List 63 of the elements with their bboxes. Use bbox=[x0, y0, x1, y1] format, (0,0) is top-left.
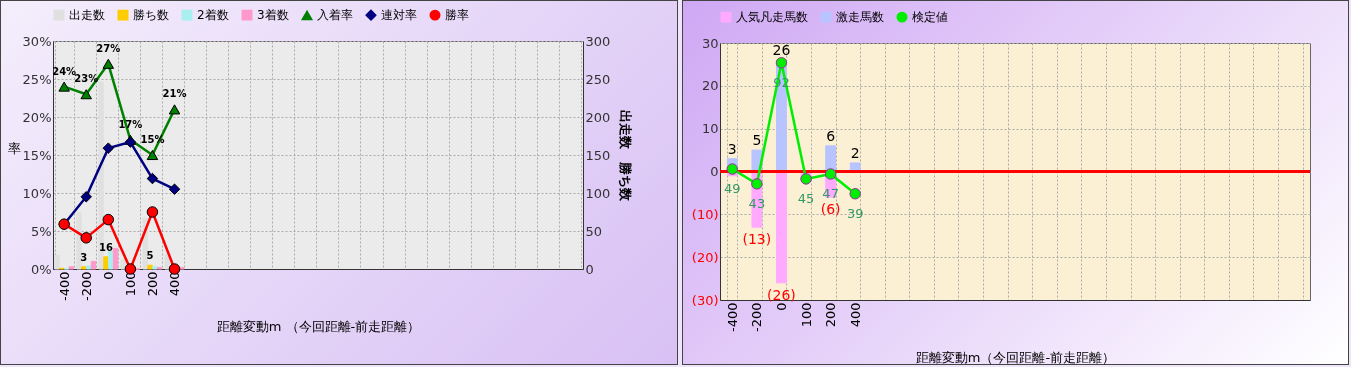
data-label: 26 bbox=[772, 42, 791, 59]
legend-label: 人気凡走馬数 bbox=[736, 10, 808, 25]
y-tick-label: 0 bbox=[710, 164, 719, 179]
y2-axis-title: 出走数 勝ち数 bbox=[618, 110, 634, 202]
x-tick-label: -200 bbox=[78, 271, 94, 302]
data-label: (13) bbox=[742, 231, 772, 248]
x-tick-label: 0 bbox=[773, 302, 789, 311]
y2-tick-label: 150 bbox=[585, 147, 611, 163]
y-axis-title: 率 bbox=[8, 140, 22, 156]
legend-label: 入着率 bbox=[317, 8, 353, 23]
y-tick-label: 20 bbox=[701, 78, 719, 94]
legend-label: 2着数 bbox=[197, 8, 229, 23]
legend-label: 勝率 bbox=[445, 8, 469, 23]
data-label: 43 bbox=[748, 195, 766, 211]
y2-tick-label: 250 bbox=[585, 71, 611, 87]
data-label: 49 bbox=[724, 181, 741, 197]
legend-label: 連対率 bbox=[381, 8, 417, 23]
x-tick-label: -400 bbox=[724, 302, 740, 333]
y-tick-label: 5% bbox=[30, 223, 52, 239]
y-tick-label: 0% bbox=[30, 261, 52, 277]
y-tick-label: (30) bbox=[691, 292, 719, 308]
y2-tick-label: 200 bbox=[585, 109, 611, 125]
x-tick-label: -400 bbox=[56, 271, 72, 302]
data-label: 5 bbox=[752, 132, 762, 149]
x-tick-label: 200 bbox=[823, 302, 839, 328]
x-axis-title: 距離変動m （今回距離-前走距離） bbox=[216, 319, 421, 334]
y-tick-label: 15% bbox=[22, 147, 52, 163]
data-label: 5 bbox=[146, 250, 154, 262]
data-label: 21% bbox=[162, 88, 187, 100]
y-tick-label: 10 bbox=[701, 121, 719, 137]
legend-label: 出走数 bbox=[69, 8, 105, 23]
x-tick-label: 0 bbox=[100, 271, 116, 280]
data-label: 3 bbox=[727, 140, 737, 157]
data-label: 6 bbox=[826, 127, 836, 144]
y2-tick-label: 100 bbox=[585, 185, 611, 201]
data-label: 2 bbox=[850, 144, 860, 161]
x-tick-label: -200 bbox=[749, 302, 765, 333]
y-tick-label: (20) bbox=[691, 249, 719, 265]
data-label: (6) bbox=[820, 201, 841, 218]
y-tick-label: 30% bbox=[22, 33, 52, 49]
legend-label: 激走馬数 bbox=[836, 10, 884, 25]
legend-label: 勝ち数 bbox=[133, 8, 169, 23]
x-tick-label: 100 bbox=[798, 302, 814, 328]
legend-label: 3着数 bbox=[257, 8, 289, 23]
y2-tick-label: 50 bbox=[585, 223, 603, 239]
data-label: 3 bbox=[80, 251, 88, 263]
y-tick-label: 20% bbox=[22, 109, 52, 125]
data-label: 45 bbox=[797, 190, 815, 206]
x-axis-title: 距離変動m（今回距離-前走距離） bbox=[915, 350, 1116, 365]
data-label: 47 bbox=[822, 185, 839, 201]
y-tick-label: 25% bbox=[22, 71, 52, 87]
data-label: 16 bbox=[98, 241, 113, 253]
y-tick-label: (10) bbox=[691, 206, 719, 222]
legend-label: 検定値 bbox=[912, 10, 948, 25]
y-tick-label: 30 bbox=[701, 35, 719, 51]
y2-tick-label: 300 bbox=[585, 33, 611, 49]
y2-tick-label: 0 bbox=[585, 261, 594, 277]
data-label: 27% bbox=[96, 42, 121, 54]
x-tick-label: 200 bbox=[144, 271, 160, 297]
x-tick-label: 400 bbox=[847, 302, 863, 328]
y-tick-label: 10% bbox=[22, 185, 52, 201]
data-label: 39 bbox=[846, 205, 864, 221]
data-label: (26) bbox=[767, 286, 796, 303]
